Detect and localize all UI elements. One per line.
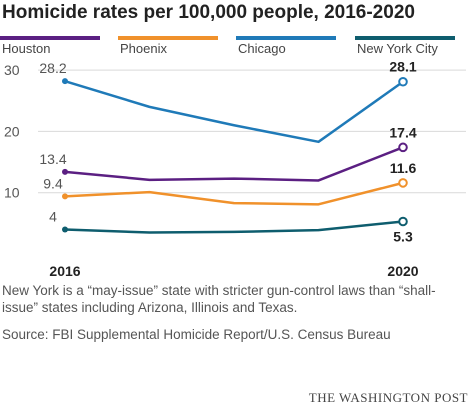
end-point-chicago — [398, 76, 408, 87]
start-point-new-york-city — [62, 226, 68, 233]
series-line-chicago — [64, 79, 404, 144]
end-point-new-york-city — [398, 216, 408, 227]
start-value-label-chicago: 28.2 — [39, 60, 66, 76]
start-value-label-phoenix: 9.4 — [43, 175, 63, 191]
y-tick-label-30: 30 — [4, 62, 20, 78]
series-line-new-york-city — [64, 220, 404, 234]
end-point-phoenix — [398, 178, 408, 188]
chart-footnote: New York is a “may-issue” state with str… — [2, 283, 436, 315]
chart-title: Homicide rates per 100,000 people, 2016-… — [2, 2, 415, 23]
start-point-chicago — [62, 78, 68, 85]
series-line-houston — [64, 146, 404, 182]
end-value-label-new-york-city: 5.3 — [393, 229, 413, 245]
end-point-houston — [398, 142, 408, 153]
start-point-houston — [62, 168, 68, 175]
end-value-label-phoenix: 11.6 — [390, 160, 417, 176]
legend-swatch-chicago — [236, 36, 336, 40]
x-tick-label-end: 2020 — [387, 263, 418, 279]
start-point-phoenix — [62, 193, 68, 200]
legend-swatch-new-york-city — [355, 36, 455, 40]
x-tick-label-start: 2016 — [49, 263, 80, 279]
legend-swatch-houston — [0, 36, 100, 40]
end-value-label-houston: 17.4 — [389, 124, 416, 140]
y-tick-label-10: 10 — [4, 185, 20, 201]
chart-source: Source: FBI Supplemental Homicide Report… — [2, 327, 391, 342]
legend-label-chicago: Chicago — [238, 41, 286, 56]
start-value-label-houston: 13.4 — [39, 151, 66, 167]
publisher-credit: THE WASHINGTON POST — [308, 390, 468, 405]
y-tick-label-20: 20 — [4, 123, 20, 139]
series-line-phoenix — [64, 181, 404, 206]
start-value-label-new-york-city: 4 — [49, 208, 57, 224]
legend-label-houston: Houston — [2, 41, 51, 56]
legend-swatch-phoenix — [118, 36, 218, 40]
end-value-label-chicago: 28.1 — [389, 59, 416, 75]
legend-label-phoenix: Phoenix — [120, 41, 167, 56]
legend-label-new-york-city: New York City — [357, 41, 438, 56]
